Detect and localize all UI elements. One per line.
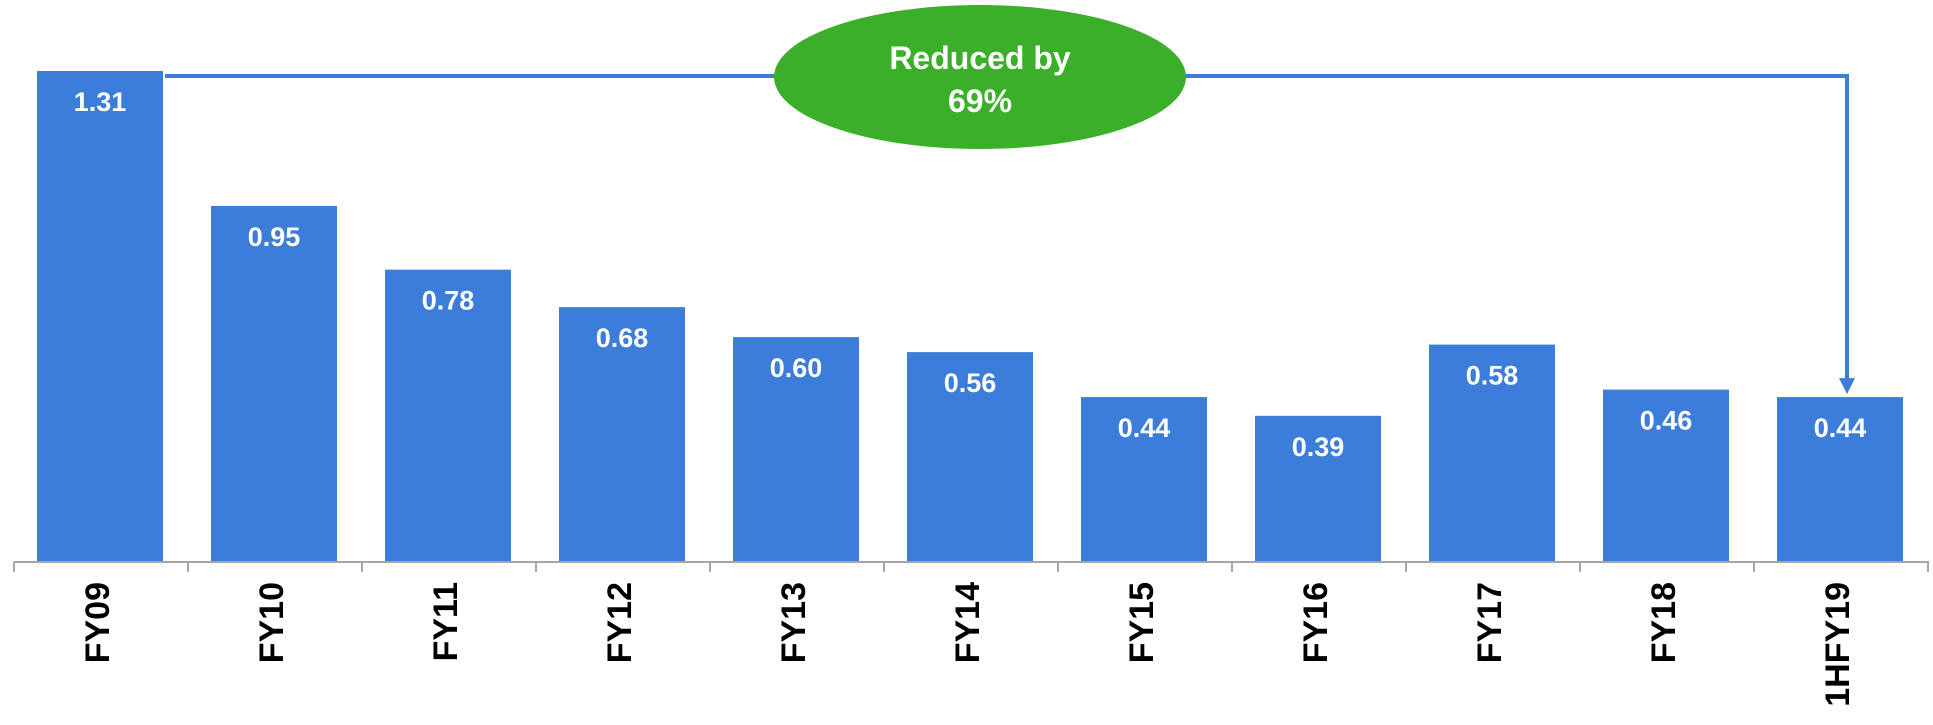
x-tick-label-fy18: FY18 bbox=[1645, 582, 1683, 663]
x-tick-label-fy13: FY13 bbox=[775, 582, 813, 663]
bar-fy10 bbox=[211, 205, 337, 562]
value-labels-layer: 1.31 0.95 0.78 0.68 0.60 0.56 0.44 0.39 0.58 0.46… bbox=[74, 87, 1867, 462]
x-tick-label-fy09: FY09 bbox=[79, 582, 117, 663]
value-label-1hfy19: 0.44 bbox=[1814, 413, 1867, 443]
value-label-fy09: 1.31 bbox=[74, 87, 127, 117]
value-label-fy17: 0.58 bbox=[1466, 361, 1519, 391]
x-tick-labels: FY09 FY10 FY11 FY12 FY13 FY14 FY15 FY16 FY17 FY18… bbox=[79, 582, 1857, 707]
x-tick-label-fy11: FY11 bbox=[427, 582, 465, 661]
x-tick-label-fy12: FY12 bbox=[601, 582, 639, 663]
x-tick-label-fy17: FY17 bbox=[1471, 582, 1509, 663]
bar-fy18 bbox=[1603, 389, 1729, 562]
x-tick-label-fy14: FY14 bbox=[949, 582, 987, 663]
value-label-fy16: 0.39 bbox=[1292, 432, 1345, 462]
bar-1hfy19 bbox=[1777, 397, 1903, 562]
bar-fy11 bbox=[385, 269, 511, 562]
bar-fy16 bbox=[1255, 415, 1381, 562]
arrowhead-icon bbox=[1839, 378, 1855, 395]
value-label-fy10: 0.95 bbox=[248, 222, 301, 252]
x-tick-label-fy10: FY10 bbox=[253, 582, 291, 663]
value-label-fy11: 0.78 bbox=[422, 286, 475, 316]
bar-fy15 bbox=[1081, 397, 1207, 562]
value-label-fy15: 0.44 bbox=[1118, 413, 1171, 443]
value-label-fy14: 0.56 bbox=[944, 368, 997, 398]
annotation-bubble bbox=[774, 5, 1186, 149]
value-label-fy12: 0.68 bbox=[596, 323, 649, 353]
value-label-fy13: 0.60 bbox=[770, 353, 823, 383]
bar-fy14 bbox=[907, 352, 1033, 562]
annotation-text-line1: Reduced by bbox=[889, 40, 1071, 76]
value-label-fy18: 0.46 bbox=[1640, 406, 1693, 436]
bar-fy12 bbox=[559, 307, 685, 562]
bar-fy09 bbox=[37, 71, 163, 562]
x-tick-label-1hfy19: 1HFY19 bbox=[1819, 582, 1857, 707]
bar-fy13 bbox=[733, 337, 859, 562]
x-tick-label-fy16: FY16 bbox=[1297, 582, 1335, 663]
bars-layer bbox=[37, 71, 1903, 562]
x-axis bbox=[13, 561, 1929, 572]
x-tick-label-fy15: FY15 bbox=[1123, 582, 1161, 663]
connector-line bbox=[165, 74, 1849, 381]
bar-fy17 bbox=[1429, 344, 1555, 562]
annotation-text-line2: 69% bbox=[948, 83, 1012, 119]
reduction-annotation: Reduced by 69% bbox=[165, 5, 1855, 395]
